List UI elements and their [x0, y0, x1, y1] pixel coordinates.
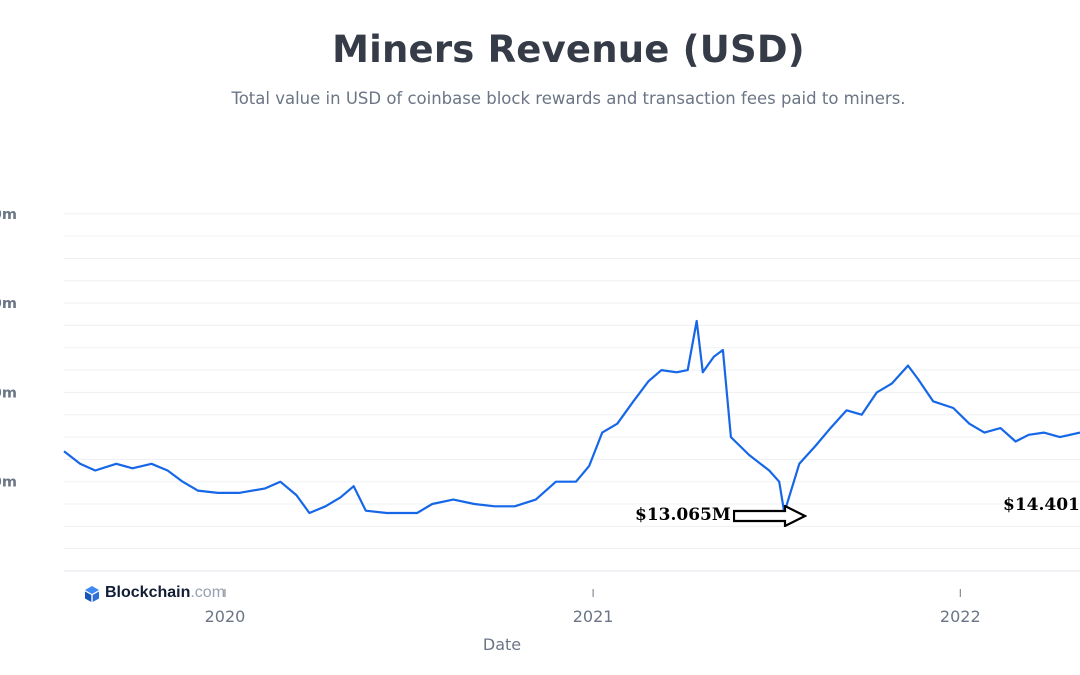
- x-tick-label: 2022: [940, 607, 981, 626]
- grid-lines: [64, 213, 1080, 572]
- arrow-icon: [733, 505, 807, 527]
- blockchain-logo-icon: [85, 586, 99, 602]
- y-tick-label: 0m: [0, 475, 17, 491]
- x-axis-ticks: 2020 2021 2022: [205, 589, 981, 626]
- x-tick-label: 2021: [573, 607, 614, 626]
- chart-subtitle: Total value in USD of coinbase block rew…: [231, 89, 906, 108]
- y-tick-label: 0m: [0, 296, 17, 312]
- y-tick-label: 0m: [0, 385, 17, 401]
- brand-logo: Blockchain.com: [85, 584, 225, 602]
- x-tick-label: 2020: [205, 607, 246, 626]
- annotation-low-value: $13.065M: [635, 505, 731, 525]
- brand-suffix: .com: [190, 584, 226, 601]
- brand-name: Blockchain: [105, 584, 191, 601]
- y-tick-label: 0m: [0, 207, 17, 223]
- annotation-high-value: $14.401M: [1003, 495, 1080, 515]
- x-axis-label: Date: [483, 635, 521, 654]
- series-line: [63, 319, 1080, 515]
- chart-title: Miners Revenue (USD): [332, 28, 805, 71]
- y-tick-labels: 0m 0m 0m 0m: [0, 207, 17, 491]
